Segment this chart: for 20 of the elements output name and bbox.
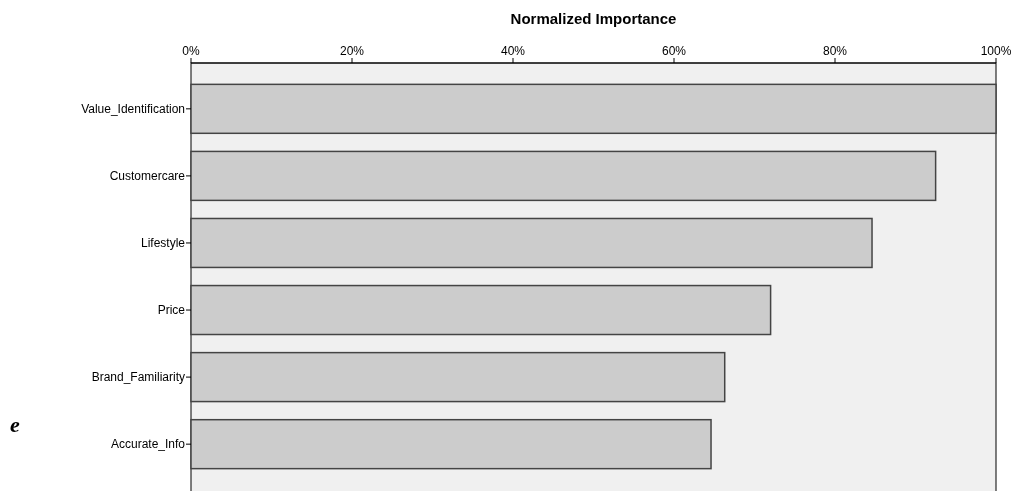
x-tick-label: 60%	[661, 44, 687, 58]
y-tick-label: Customercare	[109, 169, 186, 184]
x-tick-label: 40%	[500, 44, 526, 58]
bar	[190, 418, 712, 470]
y-tick-label: Brand_Familiarity	[91, 370, 185, 385]
y-tick-label: Value_Identification	[81, 102, 185, 117]
x-axis-title: Normalized Importance	[510, 10, 677, 27]
y-tick-label: Lifestyle	[140, 236, 186, 251]
y-tick-label: Accurate_Info	[110, 437, 186, 452]
x-tick-label: 100%	[980, 44, 1012, 58]
x-tick-label: 0%	[182, 44, 200, 58]
bar	[190, 83, 997, 135]
bar	[190, 284, 772, 336]
y-tick-label: Price	[157, 303, 186, 318]
bar	[190, 217, 873, 269]
x-tick-label: 20%	[339, 44, 365, 58]
bar	[190, 351, 726, 403]
bar	[190, 150, 937, 202]
x-tick-label: 80%	[822, 44, 848, 58]
text: e	[10, 412, 20, 437]
